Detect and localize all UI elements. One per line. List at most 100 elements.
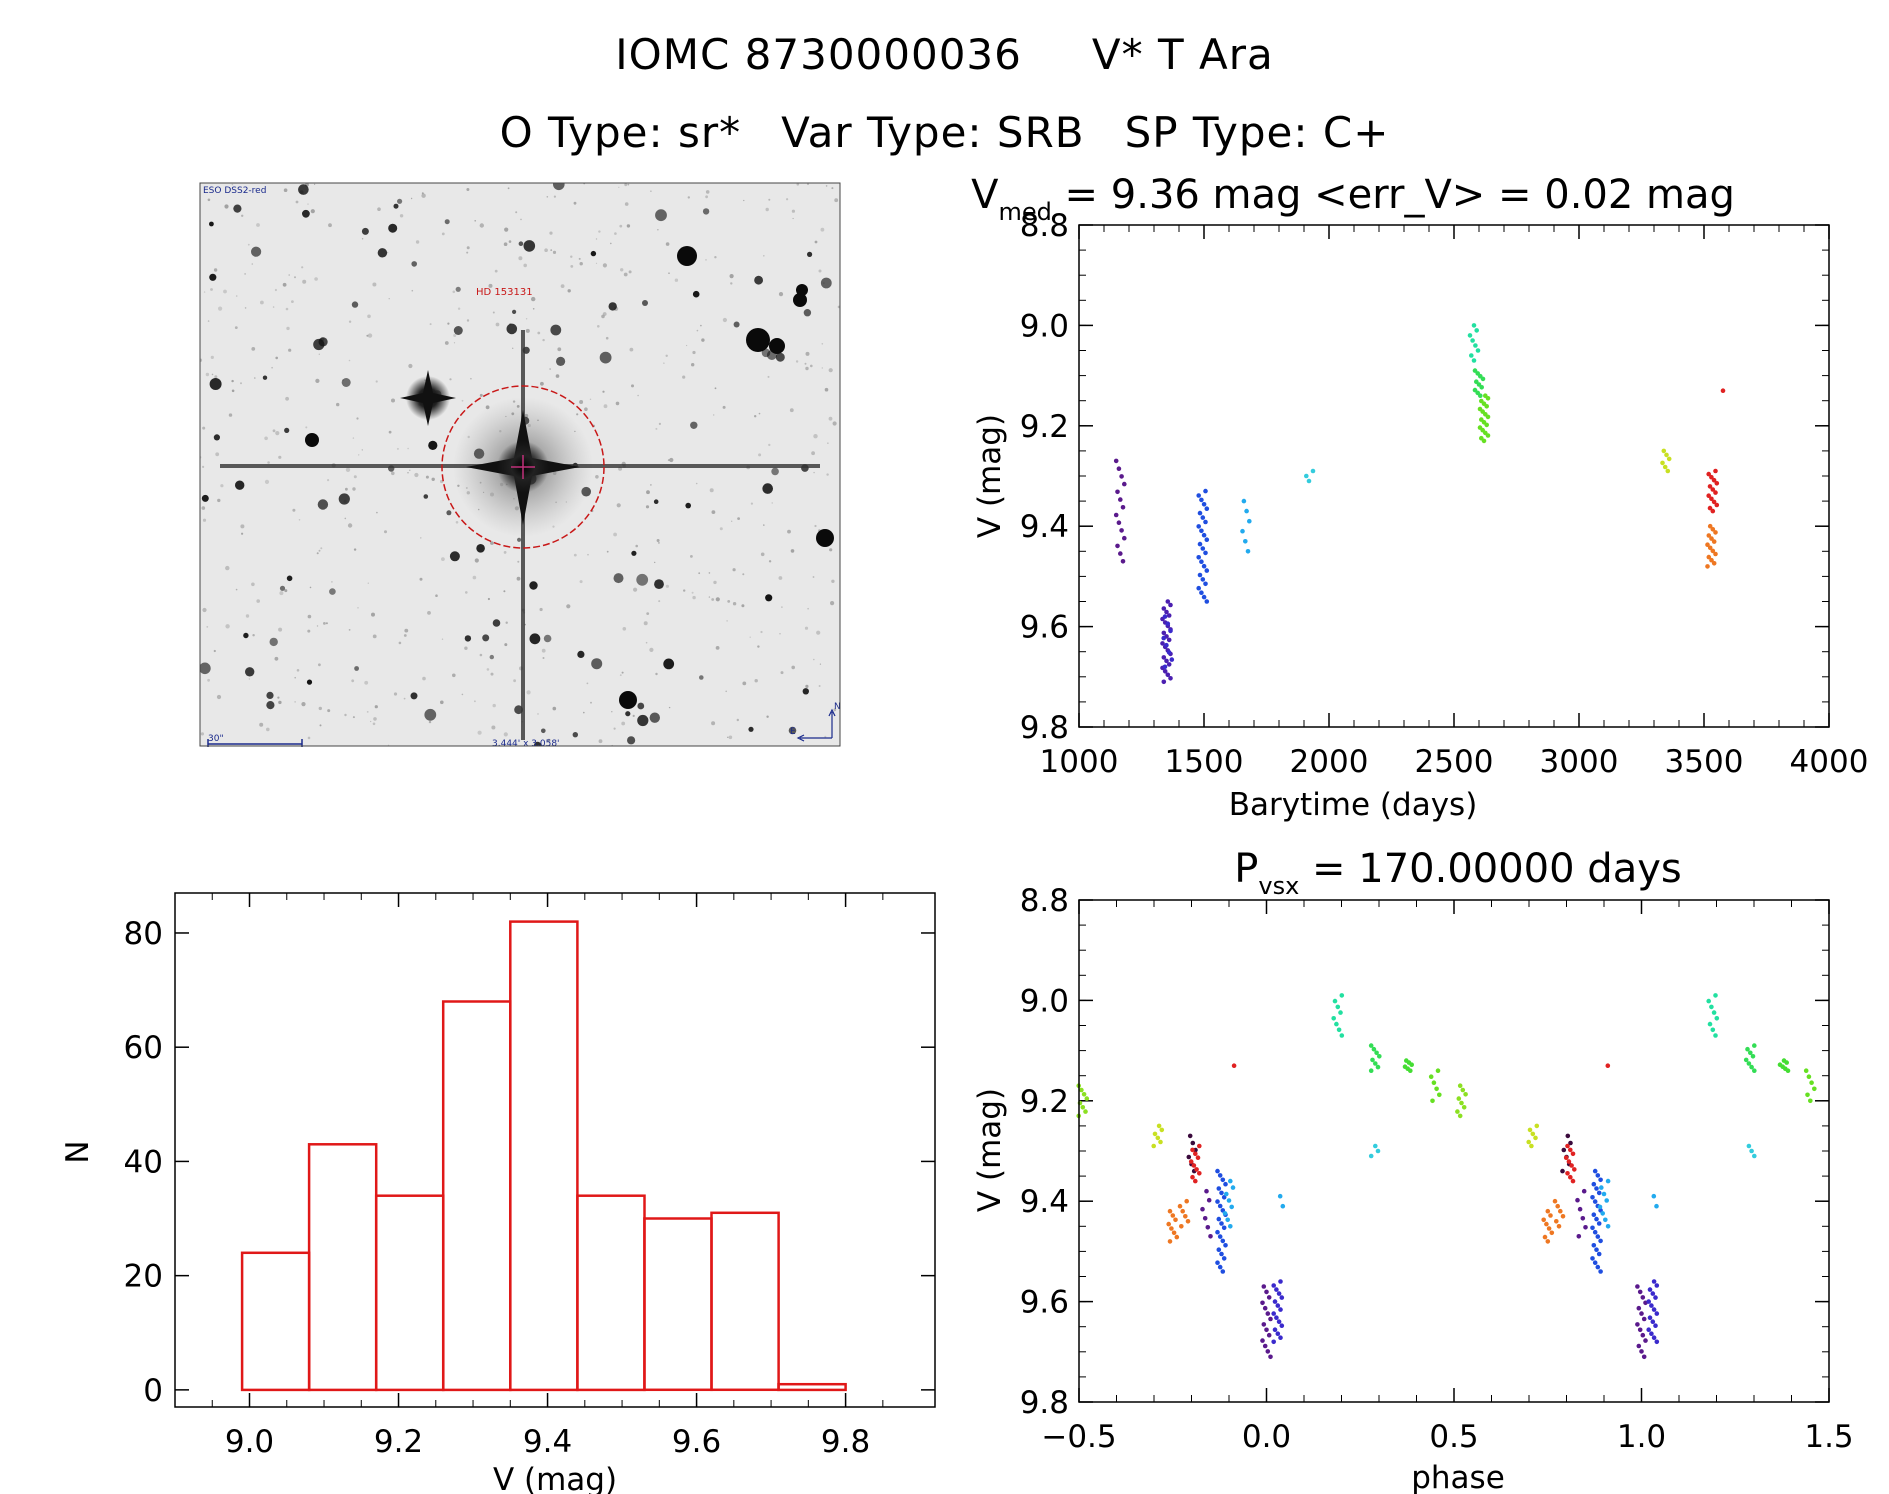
faint-star (235, 295, 238, 297)
faint-star (520, 218, 522, 221)
faint-star (279, 591, 284, 596)
faint-star (781, 606, 783, 608)
bright-field-star (793, 293, 807, 307)
faint-star (429, 323, 432, 326)
faint-star (307, 614, 312, 619)
field-star (284, 427, 290, 433)
data-point (1635, 1322, 1640, 1327)
faint-star (573, 553, 577, 557)
faint-star (224, 204, 229, 209)
faint-star (353, 548, 357, 551)
data-point (1166, 1221, 1171, 1227)
data-point (1197, 541, 1203, 547)
faint-star (504, 227, 509, 232)
data-point (1229, 1204, 1234, 1210)
field-star (341, 378, 351, 387)
faint-star (492, 311, 495, 314)
faint-star (278, 700, 282, 705)
faint-star (466, 319, 470, 322)
faint-star (328, 223, 332, 228)
faint-star (364, 680, 369, 685)
data-point (1470, 338, 1475, 343)
data-point (1165, 621, 1171, 626)
faint-star (464, 646, 468, 650)
faint-star (578, 257, 581, 260)
faint-star (207, 320, 210, 322)
faint-star (579, 580, 583, 584)
faint-star (579, 262, 583, 266)
faint-star (518, 256, 523, 261)
faint-star (474, 558, 479, 563)
data-point (1174, 1234, 1180, 1240)
data-point (1272, 1327, 1278, 1332)
faint-star (621, 671, 624, 674)
faint-star (763, 255, 765, 257)
field-star (820, 277, 832, 289)
data-point (1266, 1295, 1272, 1300)
data-point (1711, 539, 1717, 544)
data-point (1166, 650, 1172, 655)
faint-star (614, 232, 617, 235)
data-point (1278, 1279, 1283, 1284)
faint-star (366, 334, 369, 337)
faint-star (682, 375, 686, 379)
field-star (637, 702, 645, 710)
data-point (1264, 1289, 1269, 1295)
faint-star (584, 407, 588, 412)
light-curve-points (1113, 323, 1726, 685)
light-curve-panel: Vmed = 9.36 mag <err_V> = 0.02 mag 1000 1… (971, 172, 1868, 823)
data-point (1643, 1338, 1648, 1343)
field-star (317, 499, 329, 510)
field-star (262, 375, 268, 380)
data-point (1199, 590, 1204, 595)
data-point (1184, 1198, 1189, 1204)
faint-star (767, 375, 770, 378)
faint-star (731, 520, 733, 522)
figure-title: IOMC 8730000036 V* T Ara (0, 30, 1889, 79)
faint-star (698, 572, 701, 575)
faint-star (674, 278, 679, 282)
faint-star (722, 405, 726, 409)
light-curve-xlabel: Barytime (days) (1229, 787, 1478, 823)
bright-field-star (816, 529, 834, 547)
faint-star (352, 437, 355, 439)
faint-star (288, 348, 292, 352)
data-point (1457, 1083, 1463, 1088)
faint-star (251, 582, 255, 587)
field-star (476, 544, 485, 553)
data-point (1600, 1211, 1605, 1216)
faint-star (831, 579, 835, 583)
data-point (1636, 1343, 1642, 1349)
faint-star (708, 572, 711, 574)
field-star (411, 261, 418, 267)
faint-star (202, 607, 207, 613)
faint-star (375, 380, 378, 383)
faint-star (541, 648, 546, 653)
data-point (1118, 497, 1123, 502)
faint-star (461, 399, 464, 402)
faint-star (768, 198, 771, 201)
faint-star (709, 488, 714, 493)
faint-star (633, 587, 638, 592)
data-point (1706, 471, 1711, 477)
data-point (1565, 1143, 1570, 1149)
field-star (556, 356, 566, 366)
data-point (1279, 1323, 1285, 1328)
faint-star (526, 690, 531, 695)
diffraction-spike-vertical (521, 330, 525, 740)
north-label: N (834, 702, 841, 712)
data-point (1636, 1305, 1642, 1311)
data-point (1595, 1234, 1601, 1239)
faint-star (453, 334, 457, 337)
object-type: O Type: sr* (499, 108, 742, 157)
data-point (1784, 1060, 1789, 1065)
faint-star (427, 611, 431, 615)
data-point (1118, 551, 1123, 556)
data-point (1637, 1327, 1643, 1333)
faint-star (729, 274, 734, 279)
faint-star (271, 366, 273, 369)
faint-star (316, 552, 319, 555)
histogram-bar (240, 1251, 311, 1392)
data-point (1534, 1123, 1540, 1129)
survey-label: ESO DSS2-red (203, 186, 266, 196)
